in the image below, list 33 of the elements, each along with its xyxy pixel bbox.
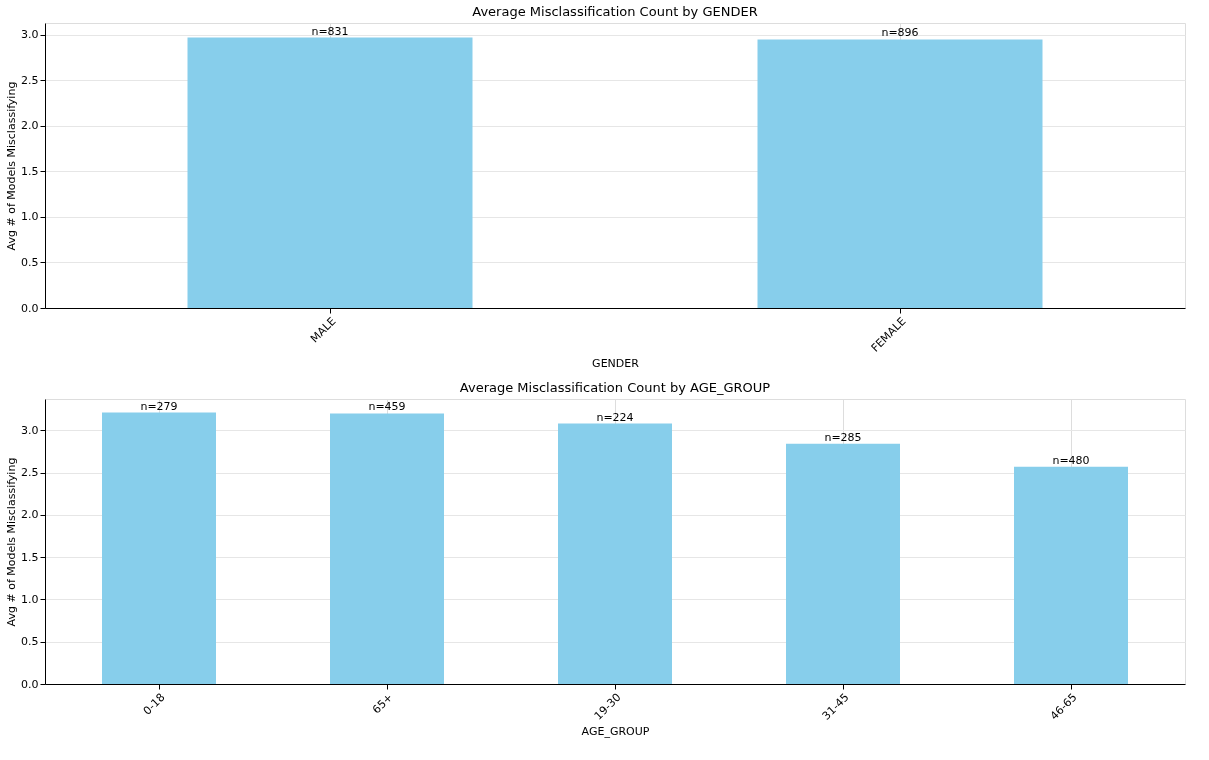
y-tick-label: 2.5: [21, 466, 39, 480]
bar: [558, 423, 672, 684]
bar: [786, 443, 900, 684]
y-tick-label: 0.5: [21, 255, 39, 269]
bar: [1014, 466, 1128, 684]
chart-title: Average Misclassification Count by AGE_GROUP: [459, 380, 771, 395]
annotation: n=224: [596, 410, 634, 424]
annotation: n=459: [368, 400, 406, 414]
y-tick-label: 0.0: [21, 301, 39, 315]
y-tick-label: 2.0: [21, 119, 39, 133]
y-tick-label: 3.0: [21, 423, 39, 437]
y-tick-label: 2.5: [21, 73, 39, 87]
annotation: n=896: [881, 26, 919, 40]
y-axis-title: Avg # of Models Misclassifying: [5, 457, 19, 627]
y-tick-label: 2.0: [21, 508, 39, 522]
annotation: n=831: [311, 24, 349, 38]
y-tick-label: 0.5: [21, 635, 39, 649]
y-tick-label: 1.5: [21, 550, 39, 564]
annotation: n=279: [140, 399, 178, 413]
bar: [102, 412, 216, 684]
x-tick-label: 65+: [369, 690, 396, 717]
y-tick-label: 1.5: [21, 164, 39, 178]
x-axis-title: GENDER: [592, 356, 640, 370]
bar: [330, 413, 444, 684]
x-axis-title: AGE_GROUP: [581, 724, 650, 738]
y-tick-label: 1.0: [21, 210, 39, 224]
y-tick-label: 0.0: [21, 677, 39, 691]
chart-title: Average Misclassification Count by GENDER: [472, 4, 758, 19]
y-tick-label: 3.0: [21, 28, 39, 42]
annotation: n=480: [1052, 453, 1090, 467]
y-tick-label: 1.0: [21, 592, 39, 606]
annotation: n=285: [824, 430, 862, 444]
y-axis-title: Avg # of Models Misclassifying: [5, 81, 19, 251]
